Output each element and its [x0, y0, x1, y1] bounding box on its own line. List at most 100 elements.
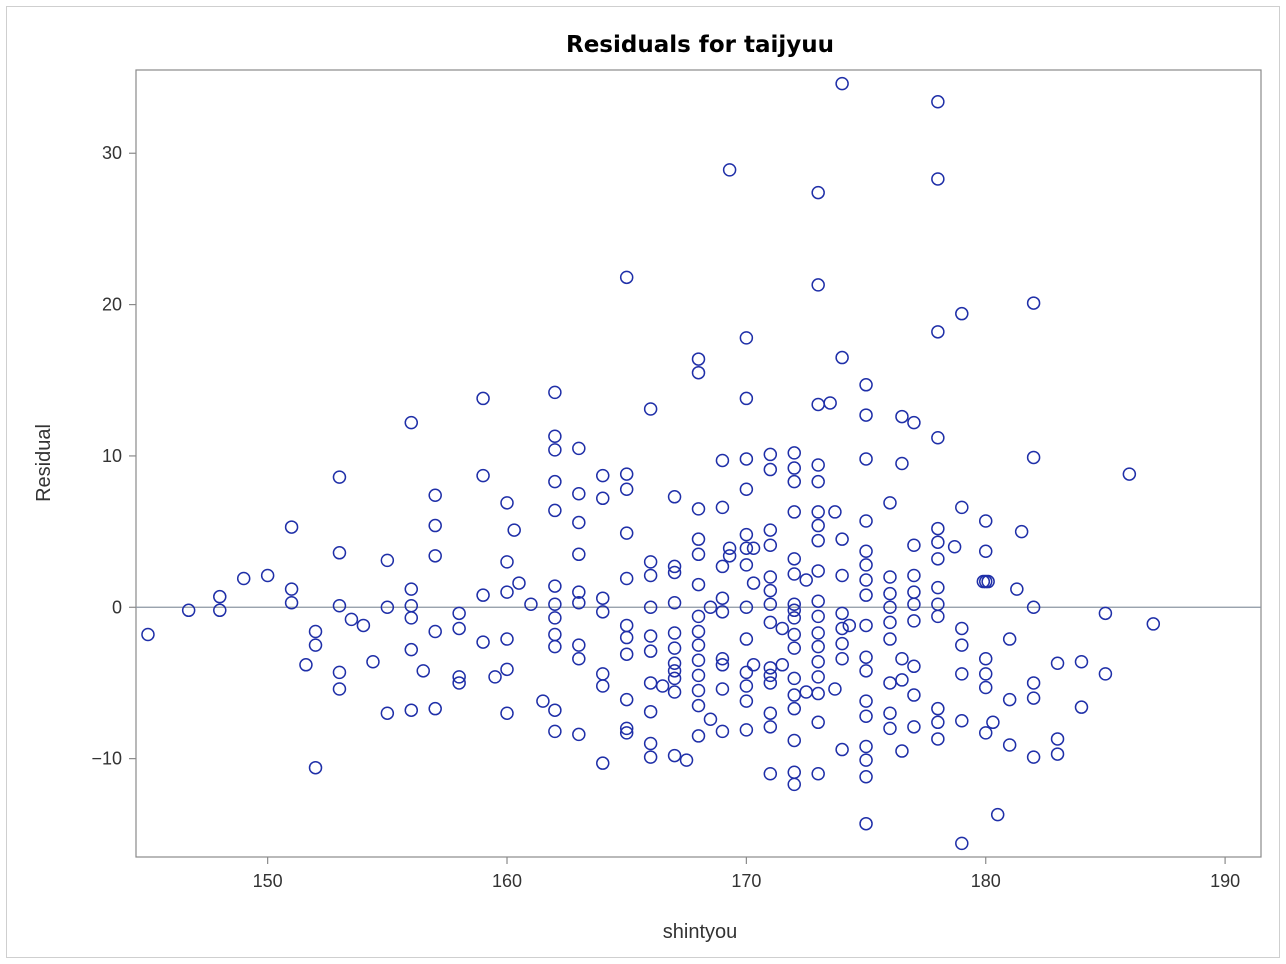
data-point — [764, 616, 776, 628]
data-point — [884, 722, 896, 734]
data-point — [788, 629, 800, 641]
data-point — [429, 520, 441, 532]
data-point — [812, 565, 824, 577]
data-point — [884, 616, 896, 628]
data-point — [693, 685, 705, 697]
data-point — [537, 695, 549, 707]
data-point — [621, 527, 633, 539]
data-point — [549, 386, 561, 398]
data-point — [693, 639, 705, 651]
data-point — [764, 768, 776, 780]
data-point — [908, 689, 920, 701]
data-point — [381, 707, 393, 719]
data-point — [812, 595, 824, 607]
data-point — [764, 571, 776, 583]
data-point — [932, 523, 944, 535]
data-point — [1004, 694, 1016, 706]
data-point — [764, 464, 776, 476]
data-point — [812, 187, 824, 199]
data-point — [812, 768, 824, 780]
data-point — [980, 668, 992, 680]
data-point — [669, 491, 681, 503]
data-point — [956, 715, 968, 727]
data-point — [896, 653, 908, 665]
data-point — [597, 757, 609, 769]
data-point — [693, 533, 705, 545]
y-axis-ticks: −100102030 — [91, 143, 136, 768]
data-point — [214, 604, 226, 616]
data-point — [932, 582, 944, 594]
data-point — [987, 716, 999, 728]
data-point — [357, 619, 369, 631]
data-point — [716, 592, 728, 604]
data-point — [860, 741, 872, 753]
data-point — [513, 577, 525, 589]
data-point — [860, 453, 872, 465]
data-point — [776, 659, 788, 671]
data-point — [429, 625, 441, 637]
data-point — [860, 651, 872, 663]
data-point — [896, 411, 908, 423]
data-point — [908, 721, 920, 733]
data-point — [812, 641, 824, 653]
data-point — [812, 279, 824, 291]
data-point — [549, 580, 561, 592]
data-point — [788, 689, 800, 701]
data-point — [501, 586, 513, 598]
data-point — [429, 550, 441, 562]
data-point — [669, 672, 681, 684]
x-tick-label: 150 — [253, 871, 283, 891]
data-point — [812, 627, 824, 639]
data-point — [1052, 748, 1064, 760]
data-point — [932, 96, 944, 108]
data-point — [812, 671, 824, 683]
data-point — [645, 403, 657, 415]
x-tick-label: 170 — [731, 871, 761, 891]
data-point — [621, 573, 633, 585]
data-point — [812, 610, 824, 622]
data-point — [1075, 701, 1087, 713]
y-tick-label: −10 — [91, 749, 122, 769]
data-point — [740, 633, 752, 645]
data-point — [693, 700, 705, 712]
data-point — [477, 636, 489, 648]
data-point — [956, 837, 968, 849]
data-point — [860, 574, 872, 586]
data-point — [645, 751, 657, 763]
data-point — [1099, 668, 1111, 680]
data-point — [908, 660, 920, 672]
data-point — [740, 724, 752, 736]
data-point — [788, 766, 800, 778]
data-point — [860, 589, 872, 601]
data-point — [764, 448, 776, 460]
data-point — [836, 352, 848, 364]
data-point — [310, 639, 322, 651]
data-point — [748, 577, 760, 589]
data-point — [300, 659, 312, 671]
data-point — [477, 392, 489, 404]
data-point — [645, 677, 657, 689]
data-point — [980, 681, 992, 693]
data-point — [764, 598, 776, 610]
data-point — [932, 536, 944, 548]
data-point — [860, 771, 872, 783]
data-point — [764, 524, 776, 536]
data-point — [843, 619, 855, 631]
data-point — [812, 398, 824, 410]
data-point — [788, 778, 800, 790]
y-tick-label: 0 — [112, 597, 122, 617]
data-point — [1028, 751, 1040, 763]
data-point — [748, 542, 760, 554]
data-point — [501, 497, 513, 509]
data-point — [310, 625, 322, 637]
data-point — [597, 492, 609, 504]
data-point — [908, 586, 920, 598]
data-point — [764, 585, 776, 597]
data-point — [788, 447, 800, 459]
data-point — [1052, 733, 1064, 745]
data-point — [381, 554, 393, 566]
data-point — [716, 683, 728, 695]
data-point — [908, 539, 920, 551]
data-point — [932, 716, 944, 728]
data-point — [788, 476, 800, 488]
